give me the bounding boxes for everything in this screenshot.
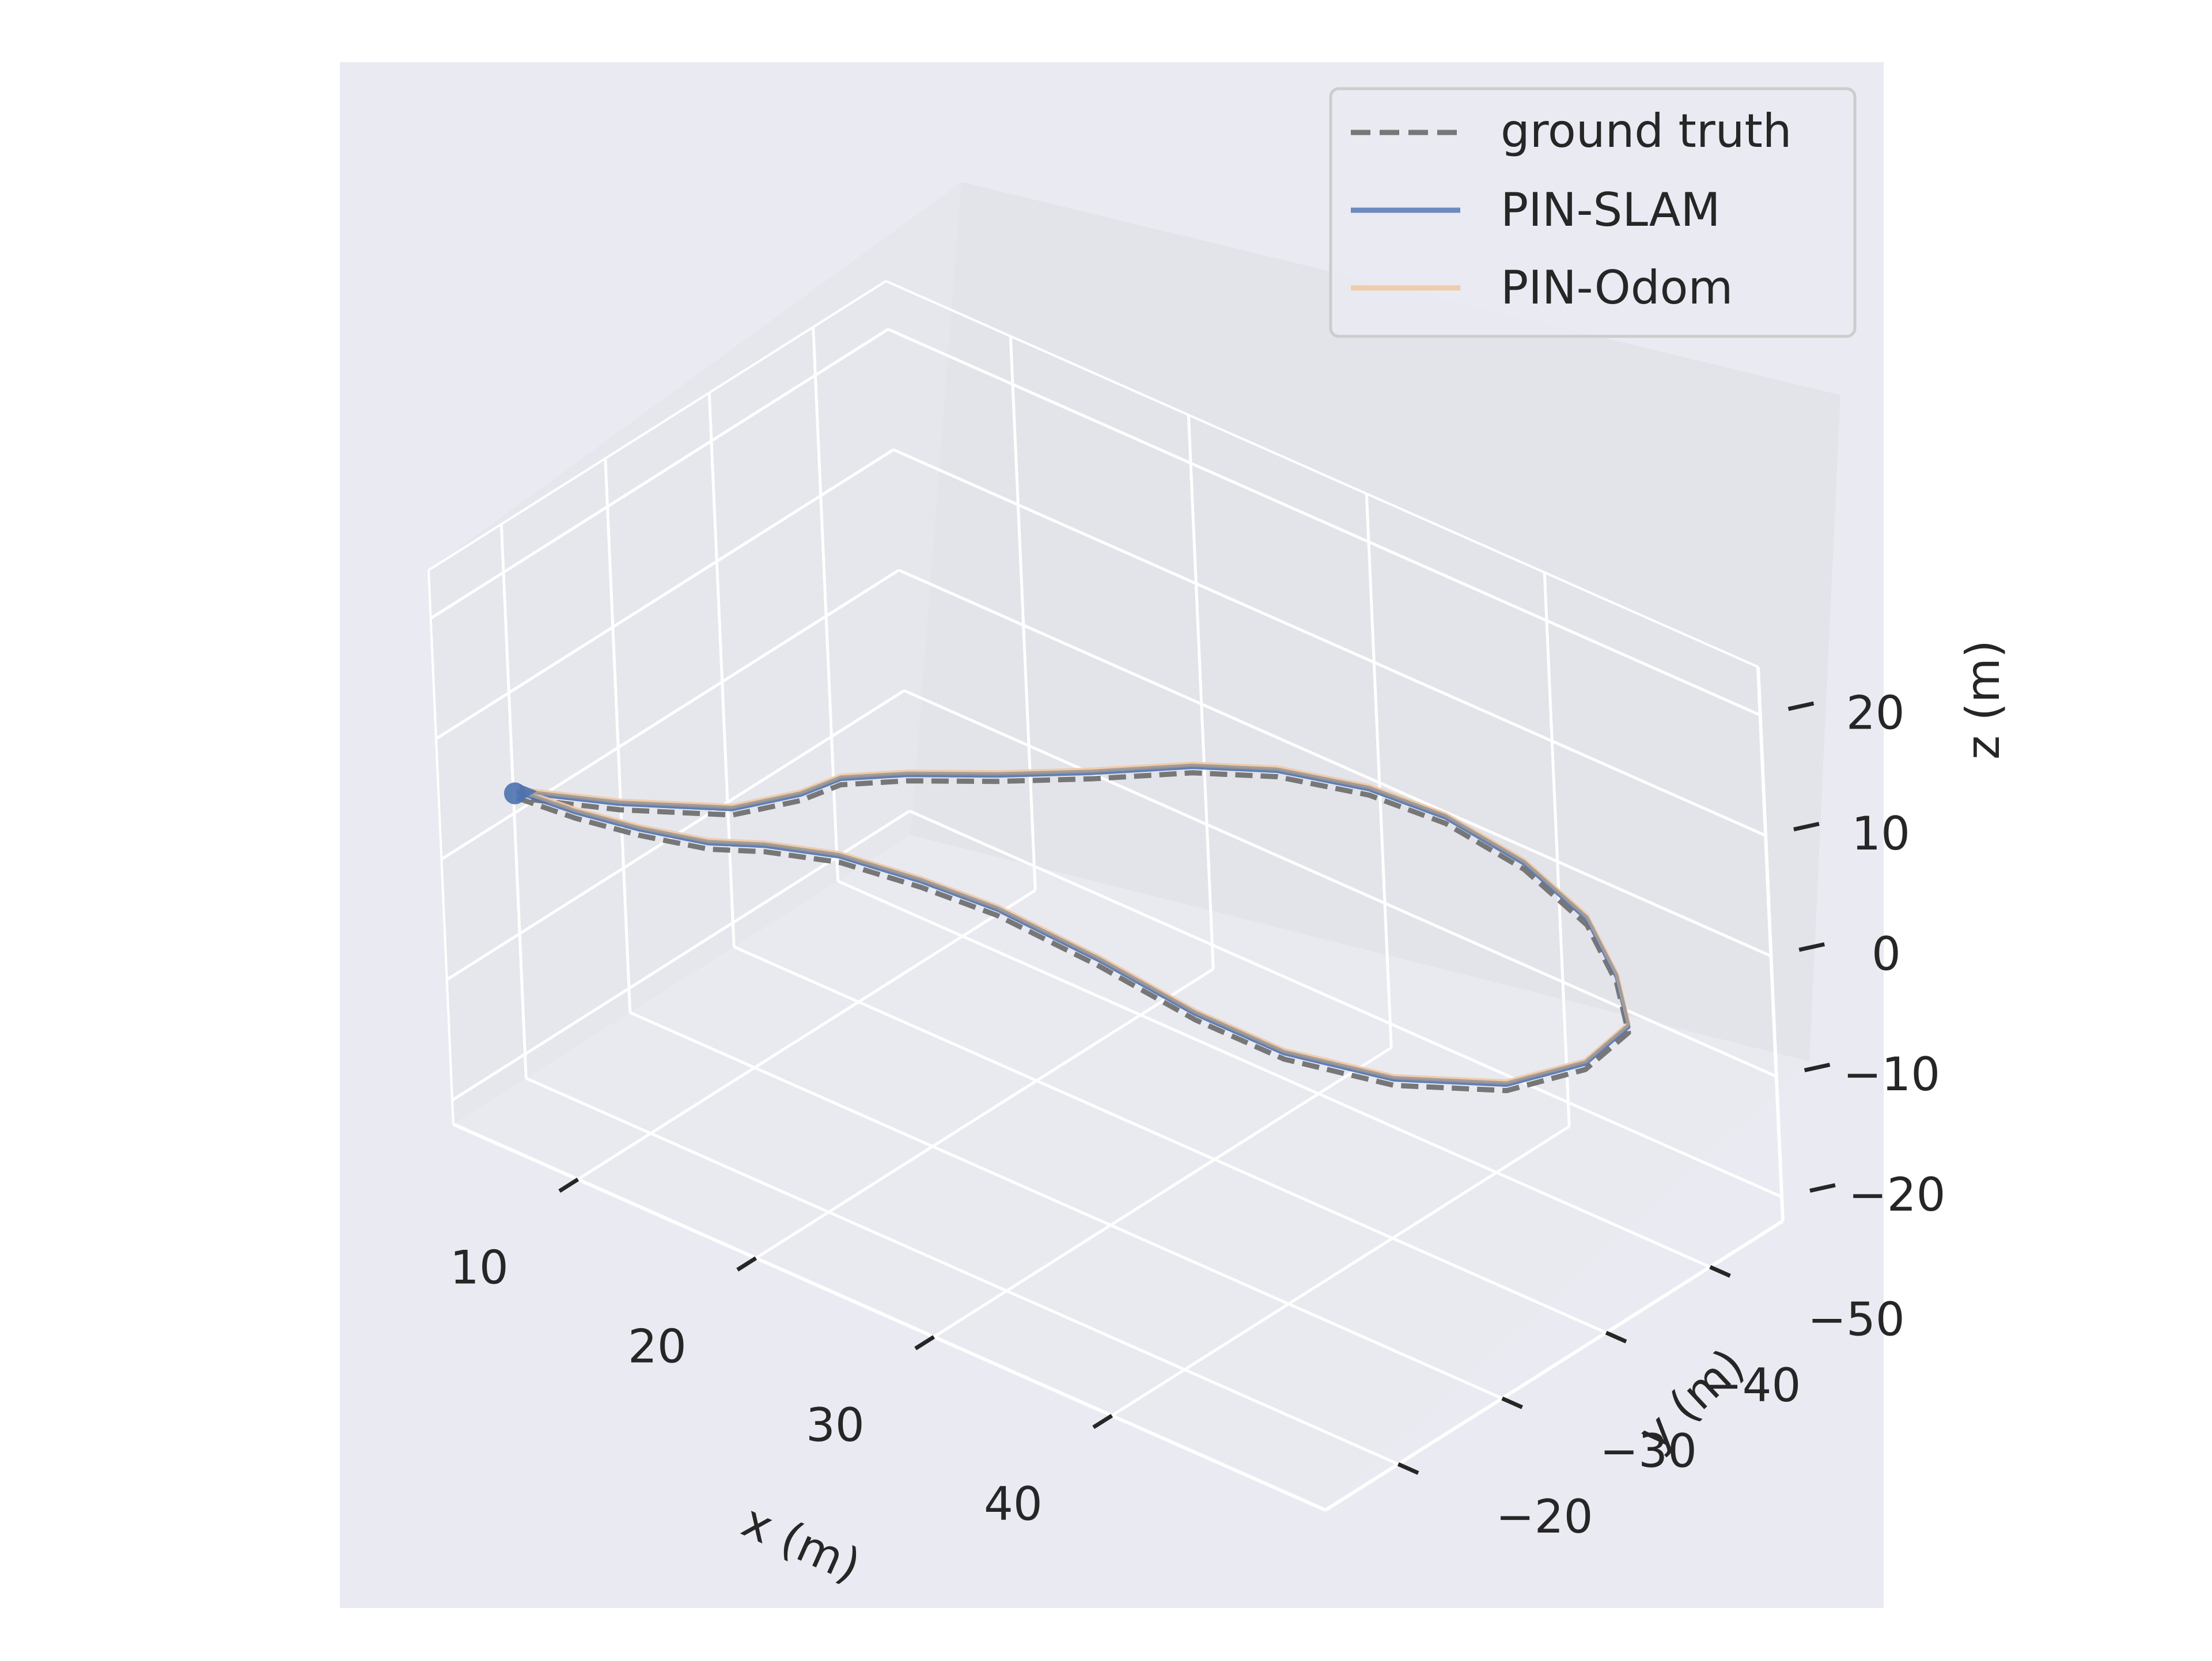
grid-line-z-back--20 bbox=[909, 809, 1783, 1199]
trajectories bbox=[503, 761, 1631, 1094]
y-tick-label--30: −30 bbox=[1600, 1424, 1697, 1478]
grid-line-z-back--10 bbox=[903, 689, 1777, 1078]
grid-line-x-floor-40 bbox=[1111, 1125, 1570, 1417]
grid-line-x-back-10 bbox=[1009, 336, 1037, 890]
start-direction-marker bbox=[519, 784, 537, 801]
z-tick-label-0: 0 bbox=[1872, 927, 1901, 981]
x-tick-label-10: 10 bbox=[450, 1241, 509, 1295]
grid-line-z-left-0 bbox=[441, 568, 900, 861]
grid-line-x-back-20 bbox=[1187, 415, 1215, 969]
x-tick-label-40: 40 bbox=[984, 1477, 1043, 1531]
grid-line-y-floor--50 bbox=[837, 879, 1711, 1269]
x-tick-label-30: 30 bbox=[806, 1398, 865, 1452]
z-tick-label-20: 20 bbox=[1846, 687, 1905, 740]
grid-line-y-left--40 bbox=[707, 392, 736, 947]
y-tick-mark--20 bbox=[1397, 1462, 1419, 1475]
grid-line-z-left-20 bbox=[430, 328, 889, 620]
axis-line-z bbox=[1756, 666, 1785, 1222]
y-tick-label--20: −20 bbox=[1496, 1490, 1593, 1544]
z-tick-label--10: −10 bbox=[1843, 1048, 1940, 1101]
pane-left bbox=[429, 182, 961, 1124]
pane-back bbox=[911, 182, 1840, 1061]
pane-edge-top-left bbox=[427, 280, 887, 571]
x-tick-mark-30 bbox=[914, 1335, 935, 1351]
legend-label-ground-truth: ground truth bbox=[1501, 104, 1792, 158]
grid-line-y-floor--20 bbox=[525, 1076, 1399, 1466]
z-tick-mark-10 bbox=[1793, 821, 1820, 832]
grid-line-z-back-0 bbox=[898, 568, 1772, 958]
series-overlay-blend bbox=[516, 763, 1631, 1085]
grid-line-x-back-40 bbox=[1543, 572, 1571, 1127]
axis-line-y bbox=[1324, 1219, 1784, 1512]
y-tick-mark--50 bbox=[1709, 1265, 1731, 1278]
grid-line-z-back-20 bbox=[887, 328, 1761, 716]
grid-line-x-back-30 bbox=[1365, 494, 1393, 1048]
z-tick-mark--10 bbox=[1804, 1063, 1831, 1072]
y-tick-mark--30 bbox=[1501, 1396, 1523, 1409]
legend-frame bbox=[1329, 87, 1857, 338]
grid-line-z-back-10 bbox=[893, 448, 1767, 837]
z-tick-label--20: −20 bbox=[1849, 1168, 1946, 1222]
axis-line-x bbox=[452, 1122, 1327, 1512]
pane-edge-top bbox=[885, 280, 1759, 668]
grid-line-y-floor--30 bbox=[629, 1011, 1503, 1400]
grid-line-y-floor--40 bbox=[733, 945, 1607, 1334]
grid-lines bbox=[427, 280, 1785, 1512]
grid-line-x-floor-20 bbox=[755, 968, 1214, 1260]
grid-line-y-left--30 bbox=[604, 458, 632, 1013]
grid-line-x-floor-30 bbox=[933, 1046, 1392, 1338]
grid-line-x-floor-10 bbox=[577, 889, 1036, 1181]
legend: ground truth PIN-SLAM PIN-Odom bbox=[1329, 87, 1857, 338]
pane-edge-left bbox=[427, 570, 454, 1125]
legend-label-pin-odom: PIN-Odom bbox=[1501, 261, 1733, 314]
x-tick-mark-20 bbox=[736, 1256, 757, 1272]
z-tick-mark--20 bbox=[1809, 1183, 1836, 1193]
z-tick-mark-20 bbox=[1787, 701, 1815, 711]
z-tick-label-10: 10 bbox=[1851, 807, 1910, 860]
legend-label-pin-slam: PIN-SLAM bbox=[1501, 183, 1720, 237]
z-tick-mark-0 bbox=[1798, 942, 1825, 952]
y-tick-label--40: −40 bbox=[1704, 1359, 1801, 1412]
x-tick-label-20: 20 bbox=[628, 1319, 687, 1373]
grid-line-z-left--20 bbox=[451, 810, 911, 1102]
tick-marks bbox=[558, 701, 1836, 1475]
pane-floor bbox=[453, 835, 1809, 1510]
z-axis-label: z (m) bbox=[1956, 640, 2010, 760]
x-tick-mark-10 bbox=[558, 1177, 579, 1193]
y-tick-mark--40 bbox=[1605, 1330, 1627, 1344]
x-tick-mark-40 bbox=[1092, 1413, 1113, 1429]
grid-line-z-left-10 bbox=[435, 448, 895, 740]
y-tick-label--50: −50 bbox=[1808, 1293, 1905, 1347]
